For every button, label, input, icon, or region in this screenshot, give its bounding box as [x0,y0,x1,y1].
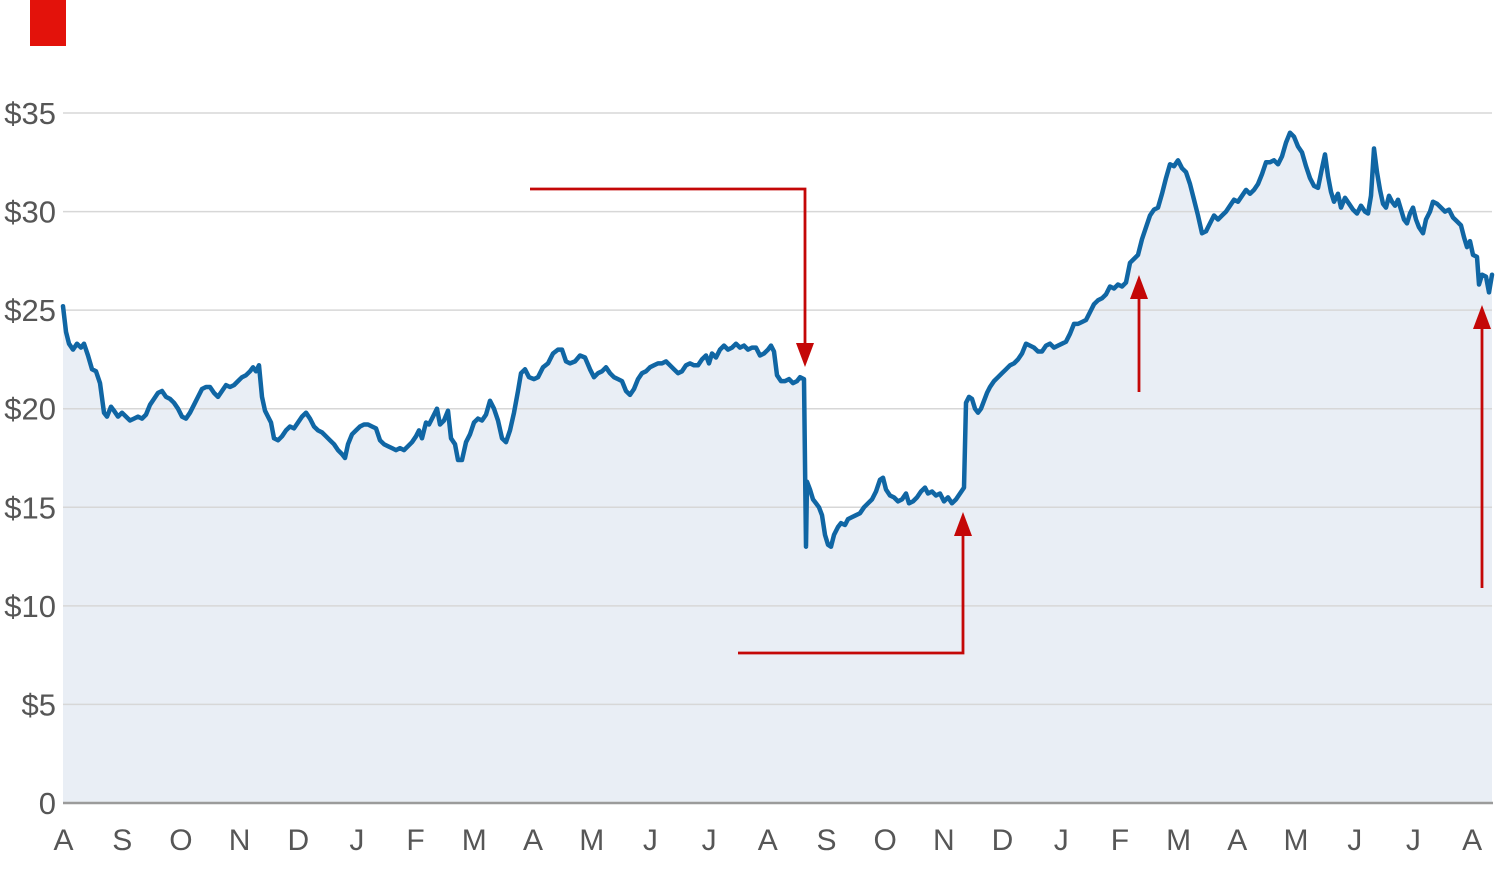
y-tick-label: $35 [4,96,56,131]
area-fill [63,132,1492,803]
gap-up-pointer-arrowhead [954,512,972,536]
rally-pointer-arrowhead [1130,275,1148,299]
y-tick-label: $10 [4,589,56,624]
x-tick-label: J [1347,824,1362,857]
crash-pointer-arrowhead [796,343,814,367]
x-tick-label: A [53,824,73,857]
x-tick-label: D [287,824,309,857]
price-line [60,130,1495,549]
x-tick-label: O [169,824,192,857]
y-tick-label: 0 [39,786,56,821]
x-tick-label: N [229,824,251,857]
y-tick-label: $25 [4,293,56,328]
x-tick-label: M [1284,824,1309,857]
x-tick-label: J [702,824,717,857]
crash-pointer-line [530,187,807,343]
x-tick-label: J [349,824,364,857]
y-tick-label: $20 [4,392,56,427]
y-tick-label: $15 [4,490,56,525]
x-tick-label: A [1462,824,1482,857]
x-tick-label: J [643,824,658,857]
x-tick-label: F [406,824,424,857]
x-tick-label: S [112,824,132,857]
x-tick-label: M [579,824,604,857]
x-tick-label: S [816,824,836,857]
gap-up-pointer-line [738,536,965,655]
x-tick-label: J [1406,824,1421,857]
x-tick-label: A [523,824,543,857]
x-tick-label: A [758,824,778,857]
x-tick-label: F [1111,824,1129,857]
brand-red-tab [30,0,66,46]
late-decline-pointer-arrowhead [1473,305,1491,329]
x-tick-label: J [1054,824,1069,857]
x-tick-label: D [992,824,1014,857]
x-tick-label: M [1166,824,1191,857]
x-tick-label: O [874,824,897,857]
y-tick-label: $30 [4,195,56,230]
x-tick-label: M [462,824,487,857]
y-tick-label: $5 [22,687,56,722]
x-tick-label: A [1227,824,1247,857]
x-tick-label: N [933,824,955,857]
